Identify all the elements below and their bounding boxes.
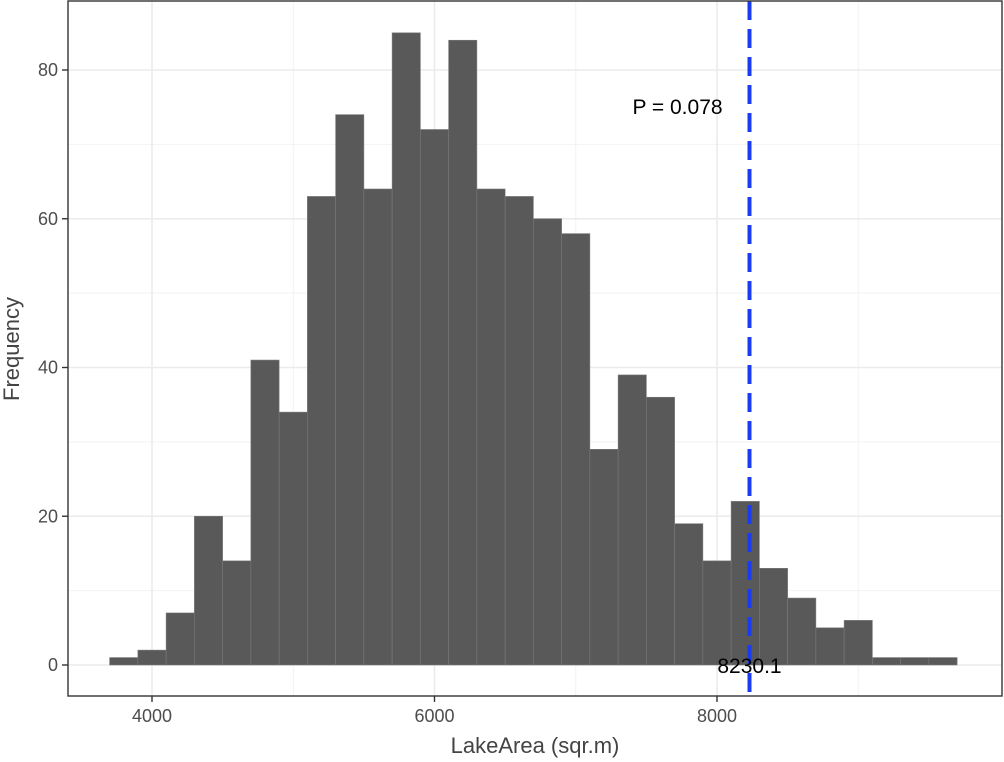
histogram-bar [250,359,280,666]
histogram-bar [165,612,195,666]
x-tick-label: 4000 [132,706,172,726]
histogram-bar [561,233,591,666]
x-axis-ticks: 4000 6000 8000 [132,696,737,726]
histogram-bar [872,657,901,666]
histogram-bar [815,627,845,666]
histogram-bar [617,374,647,666]
histogram-bar [589,449,619,666]
histogram-bar [109,657,139,666]
histogram-bar [702,560,732,666]
plot-border [67,0,1003,697]
observed-value-label: 8230.1 [717,655,781,678]
y-axis-title: Frequency [0,297,24,401]
y-tick-label: 20 [38,506,58,526]
histogram-bar [420,129,449,666]
histogram-bar [307,196,336,666]
histogram-bar [335,114,365,666]
histogram-bar [730,501,760,666]
histogram-bar [787,597,817,666]
y-tick-label: 80 [38,60,58,80]
histogram-bar [900,657,930,666]
histogram-bar [448,39,478,666]
histogram-bars [109,32,958,666]
histogram-bar [674,523,704,666]
histogram-bar [533,218,562,666]
histogram-bar [759,568,788,666]
histogram-bar [194,515,223,666]
histogram-bar [363,188,393,666]
histogram-bar [928,657,958,666]
y-axis-ticks: 0 20 40 60 80 [38,60,68,675]
y-tick-label: 60 [38,209,58,229]
histogram-bar [278,411,308,666]
histogram-bar [137,649,167,666]
x-axis-title: LakeArea (sqr.m) [451,733,620,758]
p-value-annotation: P = 0.078 [632,96,722,119]
histogram-bar [646,396,675,666]
histogram-bar [222,560,252,666]
y-tick-label: 0 [48,655,58,675]
y-tick-label: 40 [38,358,58,378]
histogram-bar [476,188,506,666]
x-tick-label: 8000 [697,706,737,726]
histogram-bar [843,620,873,666]
histogram-bar [504,196,534,666]
x-tick-label: 6000 [414,706,454,726]
histogram-bar [391,32,421,666]
